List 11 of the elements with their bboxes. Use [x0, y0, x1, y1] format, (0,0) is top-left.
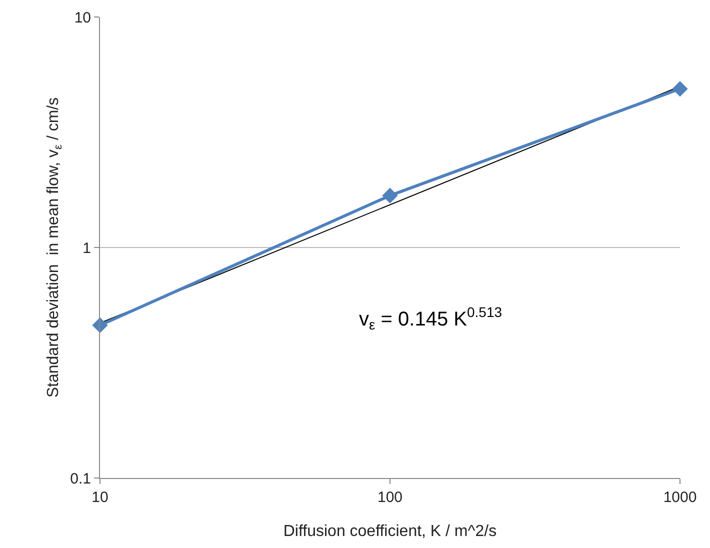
y-tick-label: 0.1 — [70, 470, 91, 488]
x-tick-label: 10 — [92, 489, 108, 506]
point — [92, 317, 108, 334]
point — [672, 81, 688, 97]
annotation: v$_{ε}$ = 0.145 K$^{0.513}$ — [359, 304, 502, 333]
y-tick-label: 10 — [74, 9, 91, 26]
x-axis-title: Diffusion coefficient, K / m^2/s — [283, 523, 497, 540]
point — [382, 188, 398, 204]
y-tick-label: 1 — [82, 240, 91, 257]
x-tick-label: 100 — [377, 489, 403, 506]
x-tick-label: 1000 — [663, 489, 697, 506]
